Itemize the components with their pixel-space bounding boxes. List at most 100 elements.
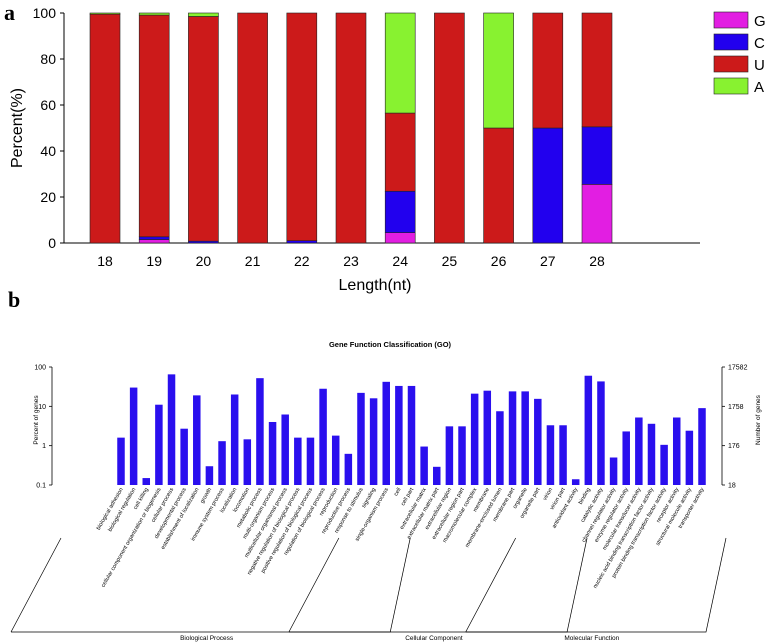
panel-a-x-tick-label: 25 [442, 253, 458, 269]
panel-b-bar [521, 391, 529, 485]
panel-b-bar [281, 414, 289, 485]
panel-b-bar [306, 437, 315, 485]
panel-b-y-tick-label: 10 [38, 404, 46, 411]
panel-b-y2-tick-label: 176 [728, 443, 740, 450]
panel-b-y-tick-label: 100 [34, 365, 46, 372]
panel-b-bar [534, 398, 542, 485]
panel-b-axes [49, 366, 725, 486]
panel-b-bar [344, 453, 353, 485]
panel-b-title: Gene Function Classification (GO) [329, 340, 452, 349]
panel-b-bar [433, 466, 441, 485]
panel-b-bar [369, 398, 378, 485]
panel-a-bar-U [483, 127, 514, 244]
panel-b-y2-tick-label: 18 [728, 483, 736, 490]
panel-a-legend-swatch-A [713, 77, 749, 95]
panel-b-bar [508, 391, 517, 485]
panel-b-bar [660, 444, 668, 485]
panel-a-bar-C [138, 236, 170, 240]
panel-b-group-bracket [288, 537, 588, 633]
panel-a-y-tick-label: 60 [40, 97, 56, 113]
panel-b-bar [230, 394, 239, 485]
panel-a-legend-label: C [754, 35, 765, 52]
panel-a-x-axis-label: Length(nt) [339, 277, 412, 294]
panel-a-legend-label: A [754, 79, 764, 96]
panel-a-bar-U [384, 112, 416, 192]
panel-b-group-label: Cellular Component [405, 635, 463, 642]
panel-a-bars [89, 12, 613, 244]
panel-a-bar-A [483, 12, 514, 129]
panel-b-bar [357, 392, 365, 485]
panel-a-x-tick-label: 28 [589, 253, 605, 269]
panel-b-bar [698, 408, 706, 485]
panel-a-x-tick-label: 22 [294, 253, 310, 269]
panel-a-legend-swatch-G [713, 11, 749, 29]
panel-b-y-tick-label: 1 [42, 443, 46, 450]
panel-a-x-tick-label: 27 [540, 253, 556, 269]
panel-b-bar [395, 385, 403, 485]
panel-a-bar-G [138, 239, 170, 244]
panel-b-group-label: Biological Process [180, 635, 234, 642]
panel-a-legend-swatch-C [713, 33, 749, 51]
panel-a-x-tick-label: 26 [491, 253, 507, 269]
panel-b-go-bar-chart: b Gene Function Classification (GO) 0.1 1… [8, 287, 762, 642]
panel-a-x-tick-label: 20 [196, 253, 212, 269]
panel-b-bar [382, 381, 390, 485]
panel-b-bar [294, 437, 302, 485]
panel-b-group-bracket [465, 537, 727, 633]
panel-a-bar-A [188, 12, 219, 17]
panel-a-bar-U [532, 12, 564, 129]
panel-b-bar [546, 425, 555, 485]
panel-b-y2-tick-label: 17582 [728, 365, 748, 372]
panel-b-bar [243, 439, 252, 485]
panel-a-legend-label: G [754, 13, 766, 30]
panel-a-bar-U [335, 12, 367, 244]
panel-a-bar-U [237, 12, 268, 244]
panel-b-bar [420, 446, 428, 485]
panel-b-bar [483, 390, 492, 485]
panel-b-y-tick-label: 0.1 [36, 483, 46, 490]
panel-b-bar [672, 417, 681, 485]
panel-b-category-label: virion [542, 487, 554, 502]
panel-a-y-tick-label: 40 [40, 143, 56, 159]
panel-b-bar [458, 426, 466, 485]
panel-a-y-tick-label: 0 [48, 235, 56, 251]
panel-b-bar [622, 431, 630, 485]
panel-b-tick-labels: 0.1 18 1 176 10 1758 100 17582 [34, 365, 747, 490]
panel-a-label: a [4, 0, 15, 25]
panel-a-tick-labels: 0 20 40 60 80 100 18 19 20 21 22 23 24 25 26 27 28 [33, 5, 605, 269]
panel-b-bar [180, 428, 188, 485]
panel-a-bar-C [532, 127, 564, 244]
panel-b-bar [496, 411, 504, 485]
panel-b-group-brackets: Biological Process Cellular Component Mole… [10, 537, 727, 642]
panel-b-category-label: cell [393, 487, 402, 497]
panel-a-bar-A [89, 12, 121, 15]
panel-a-bar-G [581, 184, 613, 244]
panel-b-bar [635, 417, 643, 485]
panel-a-bar-C [581, 126, 613, 185]
panel-b-right-axis-label: Number of genes [755, 394, 762, 445]
panel-a-y-tick-label: 100 [33, 5, 57, 21]
panel-a-y-tick-label: 20 [40, 189, 56, 205]
panel-b-bar [407, 385, 416, 485]
panel-b-bar [331, 435, 340, 485]
panel-b-bar [559, 425, 567, 485]
panel-a-legend-swatch-U [713, 55, 749, 73]
panel-b-y-axis-label: Percent of genes [33, 395, 40, 445]
panel-b-bar [470, 393, 479, 485]
panel-b-bar [647, 423, 656, 485]
panel-a-x-tick-label: 23 [343, 253, 359, 269]
panel-a-x-tick-label: 21 [245, 253, 261, 269]
panel-b-bar [155, 404, 163, 485]
panel-b-bars [117, 374, 706, 485]
panel-b-group-bracket [10, 537, 411, 633]
panel-a-x-tick-label: 24 [392, 253, 408, 269]
panel-b-bar [129, 387, 138, 485]
panel-a-bar-U [286, 12, 318, 241]
panel-b-bar [205, 466, 214, 485]
panel-a-x-tick-label: 19 [146, 253, 162, 269]
panel-b-bar [584, 375, 593, 485]
panel-a-bar-C [384, 190, 416, 233]
